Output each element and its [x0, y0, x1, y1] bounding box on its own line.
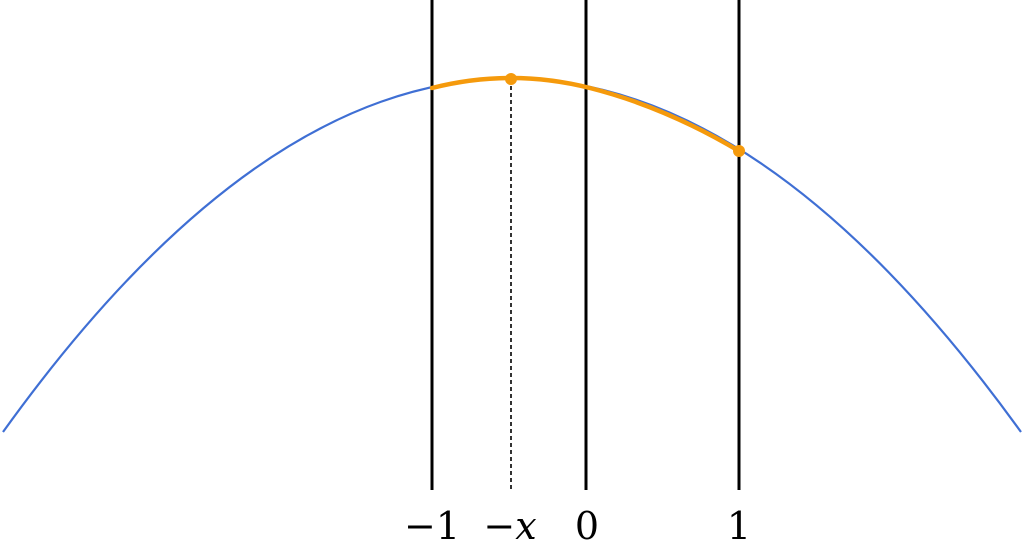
- label-minus-one: −1: [404, 504, 460, 542]
- highlighted-arc: [429, 75, 742, 154]
- max-point-marker: [505, 73, 517, 85]
- label-one: 1: [727, 504, 751, 542]
- label-zero: 0: [575, 504, 599, 542]
- parabola-curve: [2, 77, 1022, 433]
- label-minus-x: −x: [483, 504, 536, 542]
- endpoint-marker: [733, 145, 745, 157]
